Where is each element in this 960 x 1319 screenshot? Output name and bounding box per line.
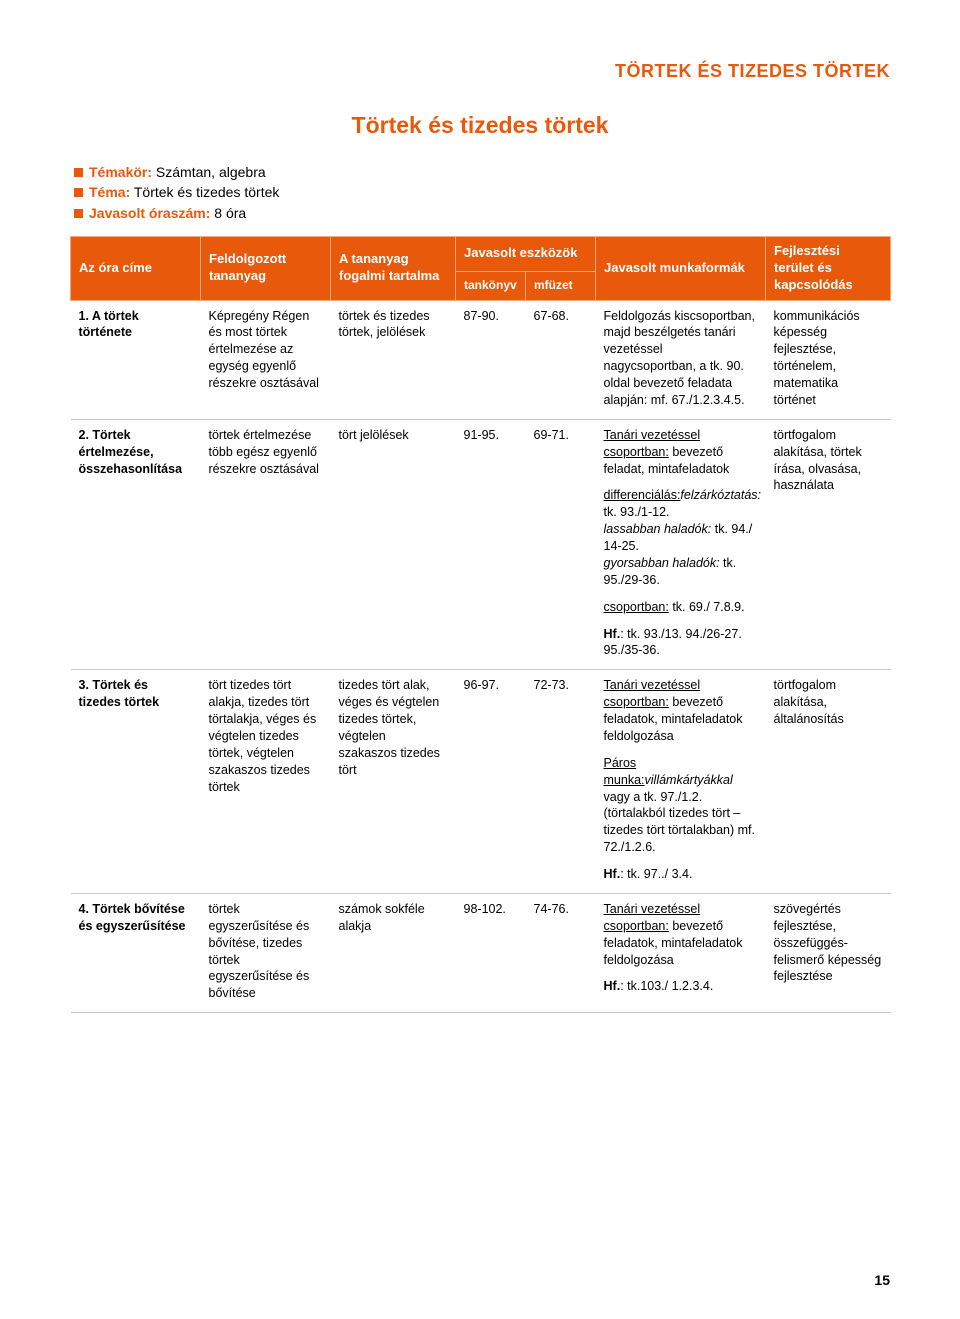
col-material: Feldolgozott tananyag: [201, 236, 331, 300]
col-forms: Javasolt munkaformák: [596, 236, 766, 300]
col-book: tankönyv: [456, 271, 526, 300]
meta-value: Törtek és tizedes törtek: [130, 184, 279, 200]
cell-title: 2. Törtek értelmezése, összehasonlítása: [71, 419, 201, 670]
cell-forms: Tanári vezetéssel csoportban: bevezető f…: [596, 419, 766, 670]
meta-list: Témakör: Számtan, algebra Téma: Törtek és…: [70, 163, 890, 222]
cell-material: Képregény Régen és most törtek értelmezé…: [201, 300, 331, 419]
bullet-icon: [74, 168, 83, 177]
cell-book: 91-95.: [456, 419, 526, 670]
table-header: Az óra címe Feldolgozott tananyag A tana…: [71, 236, 891, 300]
table-row: 4. Törtek bővítése és egyszerűsítésetört…: [71, 893, 891, 1012]
col-dev: Fejlesztési terület és kapcsolódás: [766, 236, 891, 300]
cell-content: számok sokféle alakja: [331, 893, 456, 1012]
lesson-plan-table: Az óra címe Feldolgozott tananyag A tana…: [70, 236, 891, 1013]
cell-book: 98-102.: [456, 893, 526, 1012]
meta-label: Témakör:: [89, 164, 152, 180]
bullet-icon: [74, 209, 83, 218]
cell-material: törtek értelmezése több egész egyenlő ré…: [201, 419, 331, 670]
page-number: 15: [874, 1271, 890, 1289]
table-row: 2. Törtek értelmezése, összehasonlításat…: [71, 419, 891, 670]
cell-material: törtek egyszerűsítése és bővítése, tized…: [201, 893, 331, 1012]
col-tools: Javasolt eszközök: [456, 236, 596, 271]
table-row: 1. A törtek történeteKépregény Régen és …: [71, 300, 891, 419]
meta-value: Számtan, algebra: [152, 164, 266, 180]
category-header: TÖRTEK ÉS TIZEDES TÖRTEK: [70, 60, 890, 83]
cell-title: 1. A törtek története: [71, 300, 201, 419]
cell-forms: Tanári vezetéssel csoportban: bevezető f…: [596, 893, 766, 1012]
col-content: A tananyag fogalmi tartalma: [331, 236, 456, 300]
bullet-icon: [74, 188, 83, 197]
meta-row: Javasolt óraszám: 8 óra: [74, 204, 890, 222]
col-title: Az óra címe: [71, 236, 201, 300]
meta-row: Téma: Törtek és tizedes törtek: [74, 183, 890, 201]
cell-title: 4. Törtek bővítése és egyszerűsítése: [71, 893, 201, 1012]
cell-content: tizedes tört alak, véges és végtelen tiz…: [331, 670, 456, 894]
cell-book: 87-90.: [456, 300, 526, 419]
cell-workbook: 74-76.: [526, 893, 596, 1012]
cell-forms: Feldolgozás kiscsoportban, majd beszélge…: [596, 300, 766, 419]
meta-label: Téma:: [89, 184, 130, 200]
cell-workbook: 69-71.: [526, 419, 596, 670]
cell-dev: törtfogalom alakítása, általánosítás: [766, 670, 891, 894]
meta-value: 8 óra: [210, 205, 246, 221]
cell-forms: Tanári vezetéssel csoportban: bevezető f…: [596, 670, 766, 894]
cell-workbook: 67-68.: [526, 300, 596, 419]
col-workbook: mfüzet: [526, 271, 596, 300]
cell-dev: szövegértés fejlesztése, összefüggés-fel…: [766, 893, 891, 1012]
meta-label: Javasolt óraszám:: [89, 205, 210, 221]
cell-workbook: 72-73.: [526, 670, 596, 894]
meta-row: Témakör: Számtan, algebra: [74, 163, 890, 181]
cell-dev: kommunikációs képesség fejlesztése, tört…: [766, 300, 891, 419]
cell-dev: törtfogalom alakítása, törtek írása, olv…: [766, 419, 891, 670]
table-row: 3. Törtek és tizedes törtektört tizedes …: [71, 670, 891, 894]
cell-content: törtek és tizedes törtek, jelölések: [331, 300, 456, 419]
page: TÖRTEK ÉS TIZEDES TÖRTEK Törtek és tized…: [0, 0, 960, 1319]
cell-content: tört jelölések: [331, 419, 456, 670]
cell-material: tört tizedes tört alakja, tizedes tört t…: [201, 670, 331, 894]
table-body: 1. A törtek történeteKépregény Régen és …: [71, 300, 891, 1013]
cell-title: 3. Törtek és tizedes törtek: [71, 670, 201, 894]
cell-book: 96-97.: [456, 670, 526, 894]
page-title: Törtek és tizedes törtek: [70, 111, 890, 141]
